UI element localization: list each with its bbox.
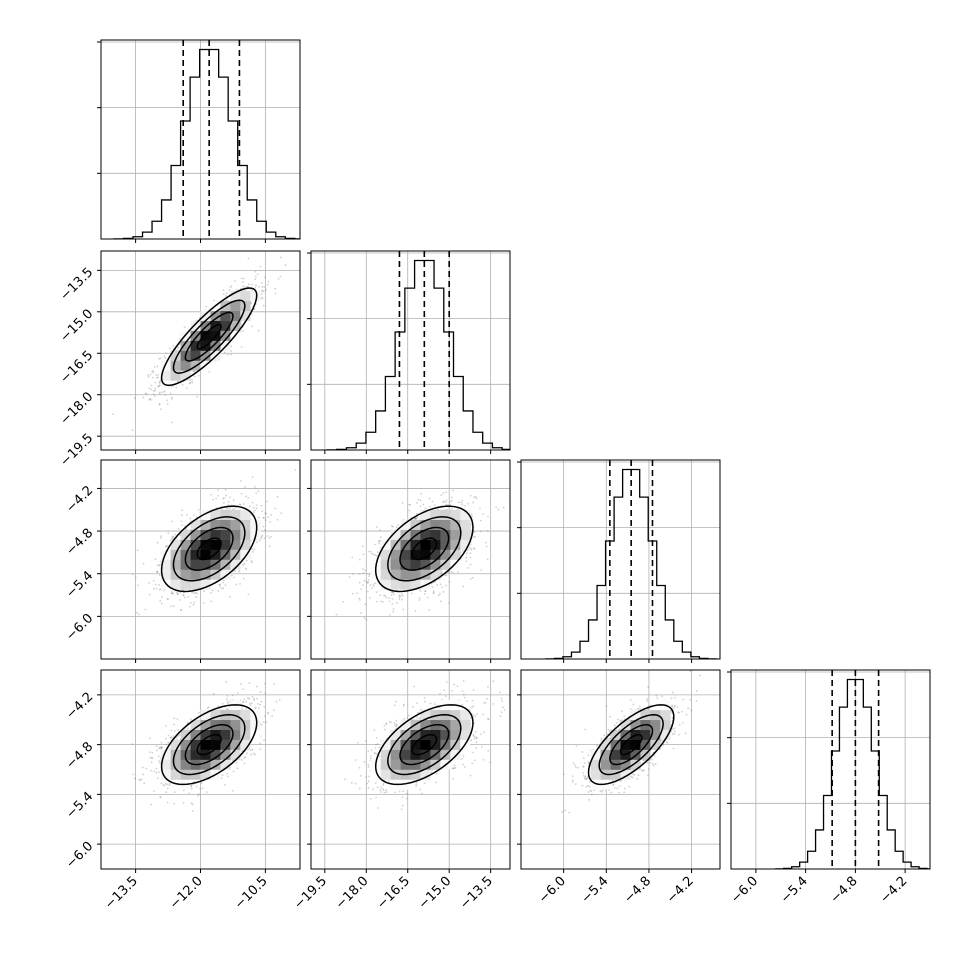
x-tick-label: −5.4 [579, 874, 612, 907]
panel-3-1 [307, 669, 511, 873]
contour-2 [184, 526, 234, 571]
panel-1-0 [97, 250, 301, 454]
y-tick-label: −5.4 [63, 568, 96, 601]
x-tick-label: −13.5 [102, 874, 141, 913]
x-tick-label: −19.5 [291, 874, 330, 913]
contour-4 [160, 505, 258, 593]
histogram-0 [113, 48, 300, 239]
density-blocks [160, 699, 261, 790]
panel-3-3 [727, 669, 931, 873]
histogram-2 [545, 468, 718, 659]
histogram-1 [326, 259, 510, 450]
y-tick-label: −6.0 [63, 611, 96, 644]
contour-1 [411, 537, 438, 561]
contour-1 [196, 733, 222, 756]
y-tick-label: −4.2 [63, 483, 96, 516]
contour-4 [160, 287, 258, 387]
x-tick-label: −18.0 [333, 874, 372, 913]
contour-1 [411, 733, 438, 756]
contour-1 [196, 323, 222, 350]
x-tick-label: −5.4 [778, 874, 811, 907]
x-tick-label: −4.8 [828, 874, 861, 907]
y-tick-label: −4.2 [63, 690, 96, 723]
y-tick-label: −18.0 [58, 389, 97, 428]
histogram-3 [775, 678, 930, 869]
panel-frame [730, 669, 931, 870]
y-tick-label: −6.0 [63, 839, 96, 872]
y-tick-label: −5.4 [63, 789, 96, 822]
x-tick-label: −4.8 [621, 874, 654, 907]
y-tick-label: −19.5 [58, 431, 97, 470]
contour-3 [387, 714, 462, 776]
panel-frame [310, 669, 511, 870]
contour-2 [184, 723, 234, 766]
contour-2 [609, 723, 654, 766]
x-tick-label: −6.0 [536, 874, 569, 907]
panel-0-0 [97, 39, 301, 243]
panel-2-0 [97, 459, 301, 663]
panel-frame [520, 669, 721, 870]
panel-frame [520, 459, 721, 660]
x-tick-label: −15.0 [416, 874, 455, 913]
x-tick-label: −4.2 [877, 874, 910, 907]
y-tick-label: −4.8 [63, 526, 96, 559]
x-tick-label: −12.0 [167, 874, 206, 913]
x-tick-label: −10.5 [232, 874, 271, 913]
panel-frame [310, 459, 511, 660]
contour-4 [160, 704, 258, 786]
y-tick-label: −4.8 [63, 739, 96, 772]
contour-1 [619, 733, 643, 756]
x-tick-label: −16.5 [374, 874, 413, 913]
contour-2 [184, 311, 234, 362]
density-blocks [160, 509, 261, 590]
contour-3 [172, 516, 246, 582]
contour-4 [587, 704, 675, 786]
contour-2 [399, 526, 450, 571]
contour-4 [374, 704, 474, 786]
contour-3 [598, 714, 664, 776]
contour-2 [399, 723, 450, 766]
panel-3-2 [517, 669, 721, 873]
y-tick-label: −15.0 [58, 307, 97, 346]
x-tick-label: −4.2 [664, 874, 697, 907]
y-tick-label: −13.5 [58, 265, 97, 304]
density-blocks [590, 699, 671, 790]
x-tick-label: −6.0 [728, 874, 761, 907]
contour-1 [196, 537, 222, 561]
panel-2-1 [307, 459, 511, 663]
panel-frame [310, 250, 511, 451]
contour-4 [374, 505, 474, 593]
panel-1-1 [307, 250, 511, 454]
panel-2-2 [517, 459, 721, 663]
contour-3 [172, 714, 246, 776]
contour-3 [387, 516, 462, 582]
y-tick-label: −16.5 [58, 348, 97, 387]
panel-3-0 [97, 669, 301, 873]
contour-3 [172, 299, 246, 374]
x-tick-label: −13.5 [457, 874, 496, 913]
